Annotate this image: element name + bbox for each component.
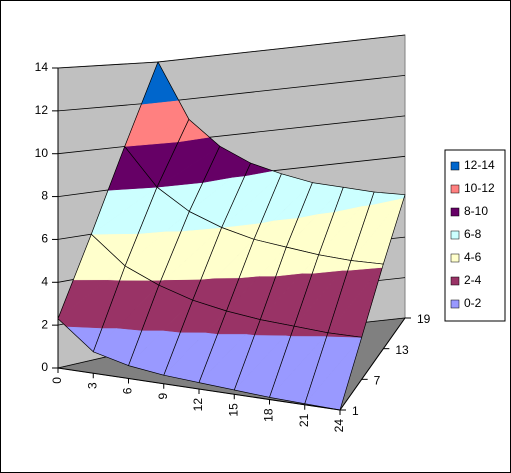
- x-tick-label: 24: [332, 419, 346, 433]
- x-tick-label: 6: [121, 387, 135, 394]
- depth-axis: [339, 317, 406, 411]
- x-tick-label: 21: [297, 413, 311, 427]
- z-tick-label: 10: [35, 146, 49, 160]
- z-tick-label: 8: [41, 189, 48, 203]
- legend-label: 4-6: [464, 250, 482, 264]
- legend-swatch: [450, 230, 460, 240]
- z-tick-label: 14: [35, 60, 49, 74]
- depth-tick-label: 1: [352, 404, 359, 418]
- x-tick-label: 15: [226, 403, 240, 417]
- legend-label: 8-10: [464, 204, 488, 218]
- depth-tick-label: 13: [395, 343, 409, 357]
- x-tick-label: 12: [191, 398, 205, 412]
- z-tick-label: 6: [41, 232, 48, 246]
- depth-tick-label: 19: [417, 312, 431, 326]
- x-axis: [57, 367, 341, 411]
- depth-tick-label: 7: [374, 374, 381, 388]
- x-tick-label: 0: [50, 377, 64, 384]
- x-tick-label: 18: [262, 408, 276, 422]
- legend-swatch: [450, 207, 460, 217]
- legend-label: 2-4: [464, 273, 482, 287]
- x-tick-label: 9: [156, 392, 170, 399]
- z-tick-label: 2: [41, 317, 48, 331]
- legend-label: 0-2: [464, 296, 482, 310]
- legend-swatch: [450, 253, 460, 263]
- z-tick-label: 0: [41, 360, 48, 374]
- x-tick-label: 3: [85, 382, 99, 389]
- legend-label: 12-14: [464, 158, 495, 172]
- z-tick-label: 4: [41, 274, 48, 288]
- z-tick-label: 12: [35, 103, 49, 117]
- legend-swatch: [450, 299, 460, 309]
- legend-swatch: [450, 184, 460, 194]
- legend-label: 6-8: [464, 227, 482, 241]
- legend-label: 10-12: [464, 181, 495, 195]
- legend-swatch: [450, 161, 460, 171]
- legend-swatch: [450, 276, 460, 286]
